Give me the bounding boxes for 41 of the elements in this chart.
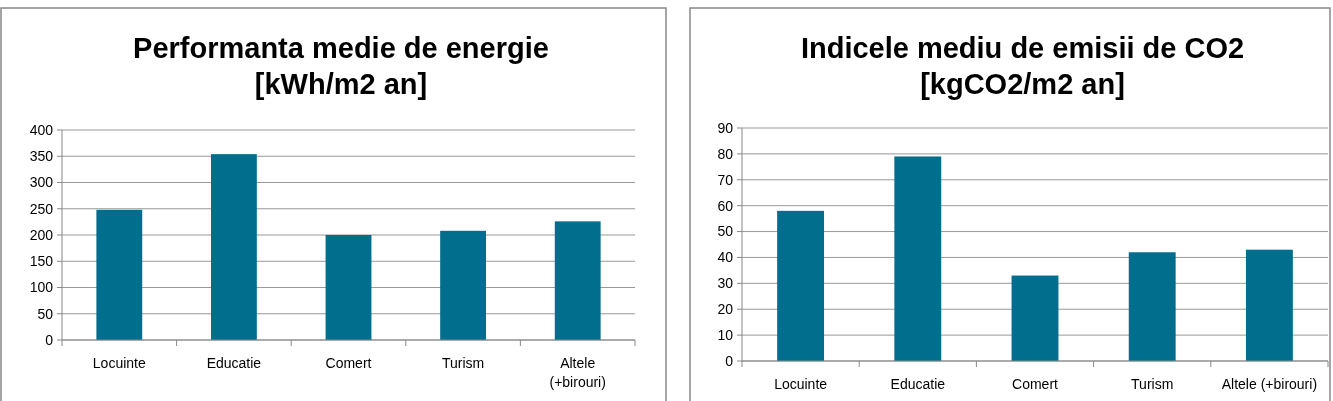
x-tick-label: Educatie — [890, 376, 946, 392]
y-tick-label: 100 — [29, 279, 54, 296]
y-tick-label: 350 — [29, 148, 54, 165]
y-tick-label: 80 — [717, 145, 734, 162]
bar — [1128, 252, 1176, 361]
x-tick-label: Turism — [441, 355, 485, 371]
y-tick-label: 20 — [717, 301, 734, 318]
y-tick-label: 50 — [717, 223, 734, 240]
chart-title: Indicele mediu de emisii de CO2 [kgCO2/m2 an] — [800, 32, 1245, 100]
x-tick-label: Locuinte — [774, 376, 828, 392]
bar — [777, 210, 825, 361]
x-tick-label: Turism — [1131, 376, 1174, 392]
y-tick-label: 400 — [29, 121, 54, 138]
chart-title: Performanta medie de energie [kWh/m2 an] — [133, 32, 549, 100]
y-tick-label: 300 — [29, 174, 54, 191]
y-tick-label: 70 — [717, 171, 734, 188]
x-tick-label: Altele (+birouri) — [1221, 376, 1318, 392]
bar — [325, 235, 372, 340]
y-tick-label: 250 — [29, 200, 54, 217]
bar — [96, 209, 143, 340]
y-tick-label: 90 — [717, 119, 734, 136]
x-tick-label: Locuinte — [92, 355, 146, 371]
bar — [1245, 249, 1293, 361]
bar — [440, 230, 487, 340]
bar — [894, 156, 942, 361]
y-tick-label: 10 — [717, 327, 734, 344]
x-tick-label: Altele (+birouri) — [549, 355, 606, 390]
y-tick-label: 50 — [37, 305, 54, 322]
y-tick-label: 0 — [725, 352, 734, 369]
y-tick-label: 150 — [29, 253, 54, 270]
x-tick-label: Educatie — [206, 355, 262, 371]
y-tick-label: 200 — [29, 226, 54, 243]
y-tick-label: 60 — [717, 197, 734, 214]
x-tick-label: Comert — [1012, 376, 1059, 392]
y-tick-label: 0 — [45, 331, 54, 348]
bar — [210, 154, 257, 340]
y-tick-label: 40 — [717, 249, 734, 266]
bar — [1011, 275, 1059, 361]
bar — [554, 221, 601, 340]
x-tick-label: Comert — [325, 355, 372, 371]
y-tick-label: 30 — [717, 275, 734, 292]
